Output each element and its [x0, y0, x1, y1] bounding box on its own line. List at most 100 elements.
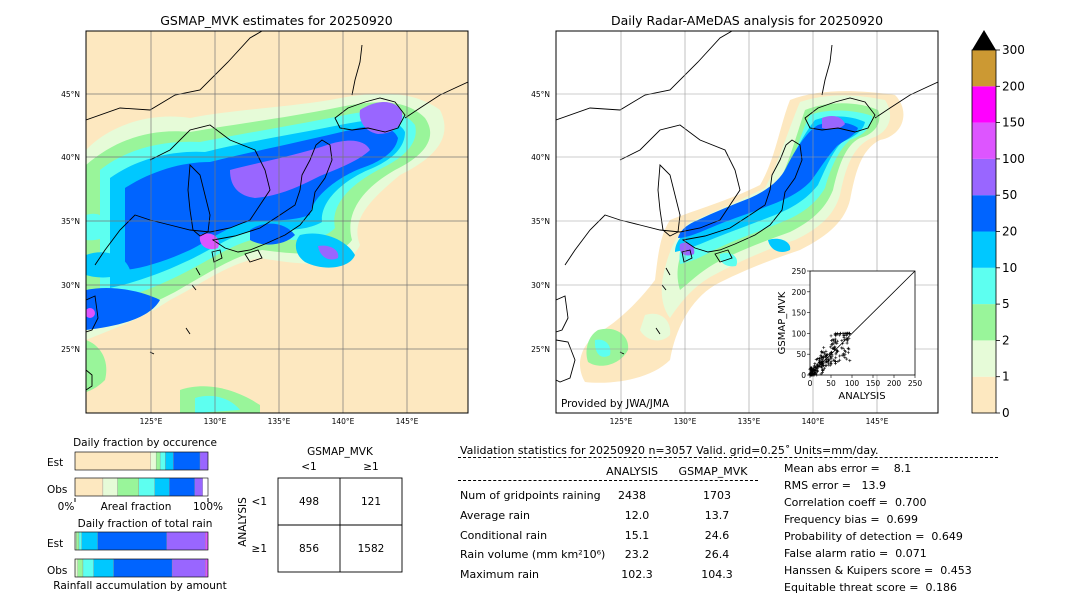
- scatter-point: [843, 355, 847, 359]
- left-lon-label: 140°E: [332, 417, 355, 426]
- scatter-point: [831, 346, 835, 350]
- fraction-bar-segment: [159, 451, 166, 471]
- left-lat-label: 40°N: [61, 153, 80, 162]
- scatter-point: [833, 345, 837, 349]
- scatter-xtick: 150: [866, 379, 881, 388]
- validation-row-gsmap: 13.7: [704, 509, 730, 522]
- colorbar-swatch: [972, 231, 996, 268]
- scatter-point: [820, 355, 824, 359]
- scatter-point: [809, 366, 813, 370]
- left-map-title: GSMAP_MVK estimates for 20250920: [160, 13, 393, 28]
- contingency-row-label: ≥1: [252, 543, 267, 555]
- contingency-row-axis: ANALYSIS: [237, 497, 249, 547]
- scatter-point: [829, 362, 833, 366]
- scatter-point: [841, 342, 845, 346]
- scatter-point: [840, 353, 844, 357]
- validation-score: False alarm ratio = 0.071: [784, 547, 927, 560]
- fraction-bar-segment: [169, 477, 195, 497]
- scatter-point: [833, 337, 837, 341]
- scatter-xtick: 0: [808, 379, 813, 388]
- scatter-point: [825, 353, 829, 357]
- scatter-point: [827, 359, 831, 363]
- validation-row-analysis: 102.3: [621, 568, 653, 581]
- fraction-bar-segment: [81, 531, 98, 551]
- scatter-point: [819, 353, 823, 357]
- scatter-point: [815, 373, 819, 377]
- contingency-cell: 1582: [358, 543, 385, 555]
- occurrence-axis-right: 100%: [193, 501, 223, 513]
- scatter-point: [834, 339, 838, 343]
- occurrence-row-label: Est: [47, 457, 63, 469]
- fraction-bar-segment: [173, 451, 201, 471]
- scatter-ytick: 150: [792, 309, 807, 318]
- scatter-point: [826, 361, 830, 365]
- scatter-point: [819, 349, 823, 353]
- left-rain-field: [86, 93, 445, 413]
- fraction-bar-segment: [154, 477, 170, 497]
- validation-score: Frequency bias = 0.699: [784, 513, 919, 526]
- scatter-point: [821, 355, 825, 359]
- right-lon-label: 125°E: [610, 417, 633, 426]
- scatter-point: [824, 349, 828, 353]
- right-lon-label: 140°E: [802, 417, 825, 426]
- colorbar-swatch: [972, 195, 996, 232]
- scatter-point: [823, 351, 827, 355]
- fraction-bar-segment: [138, 477, 155, 497]
- scatter-point: [810, 370, 814, 374]
- colorbar-label: 1: [1002, 370, 1010, 384]
- scatter-point: [815, 370, 819, 374]
- validation-row-label: Average rain: [460, 509, 530, 522]
- colorbar-label: 200: [1002, 79, 1025, 93]
- validation-col-analysis: ANALYSIS: [606, 465, 658, 478]
- scatter-point: [841, 346, 845, 350]
- fraction-bar-segment: [150, 451, 157, 471]
- colorbar-label: 10: [1002, 261, 1017, 275]
- scatter-ylabel: GSMAP_MVK: [777, 291, 788, 354]
- validation-score: Correlation coeff = 0.700: [784, 496, 927, 509]
- occurrence-axis-mid: Areal fraction: [101, 501, 172, 513]
- scatter-point: [829, 334, 833, 338]
- contingency-cell: 121: [361, 496, 381, 508]
- contingency-cell: 498: [299, 496, 319, 508]
- validation-table-rule: [458, 480, 758, 481]
- scatter-point: [846, 346, 850, 350]
- left-coastlines: [86, 31, 468, 391]
- scatter-ytick: 0: [801, 371, 806, 380]
- right-lat-label: 40°N: [531, 153, 550, 162]
- scatter-point: [820, 351, 824, 355]
- scatter-point: [832, 358, 836, 362]
- scatter-point: [838, 331, 842, 335]
- scatter-point: [845, 337, 849, 341]
- scatter-point: [842, 337, 846, 341]
- scatter-point: [847, 331, 851, 335]
- scatter-point: [813, 362, 817, 366]
- contingency-col-label: <1: [301, 461, 317, 473]
- scatter-point: [834, 360, 838, 364]
- colorbar-swatch: [972, 340, 996, 377]
- fraction-bar-segment: [199, 451, 209, 471]
- colorbar-label: 0: [1002, 406, 1010, 420]
- scatter-point: [845, 339, 849, 343]
- scatter-xtick: 200: [887, 379, 902, 388]
- right-lon-label: 145°E: [866, 417, 889, 426]
- validation-row-label: Rain volume (mm km²10⁶): [460, 548, 606, 561]
- occurrence-chart: Est Obs 0% Areal fraction 100%: [47, 451, 223, 513]
- scatter-point: [845, 333, 849, 337]
- scatter-point: [835, 332, 839, 336]
- left-gridlines: [86, 31, 468, 413]
- fraction-bar-segment: [74, 477, 104, 497]
- scatter-point: [827, 352, 831, 356]
- colorbar-label: 150: [1002, 116, 1025, 130]
- right-coastlines: [556, 31, 938, 383]
- scatter-point: [829, 356, 833, 360]
- scatter-xtick: 250: [908, 379, 923, 388]
- right-map-title: Daily Radar-AMeDAS analysis for 20250920: [610, 13, 884, 28]
- validation-score: Probability of detection = 0.649: [784, 530, 963, 543]
- fraction-bar-segment: [102, 477, 118, 497]
- scatter-xlabel: ANALYSIS: [838, 391, 885, 402]
- scatter-point: [840, 346, 844, 350]
- scatter-point: [813, 366, 817, 370]
- validation-row-label: Num of gridpoints raining: [460, 489, 601, 502]
- colorbar-swatch: [972, 86, 996, 123]
- colorbar-label: 100: [1002, 152, 1025, 166]
